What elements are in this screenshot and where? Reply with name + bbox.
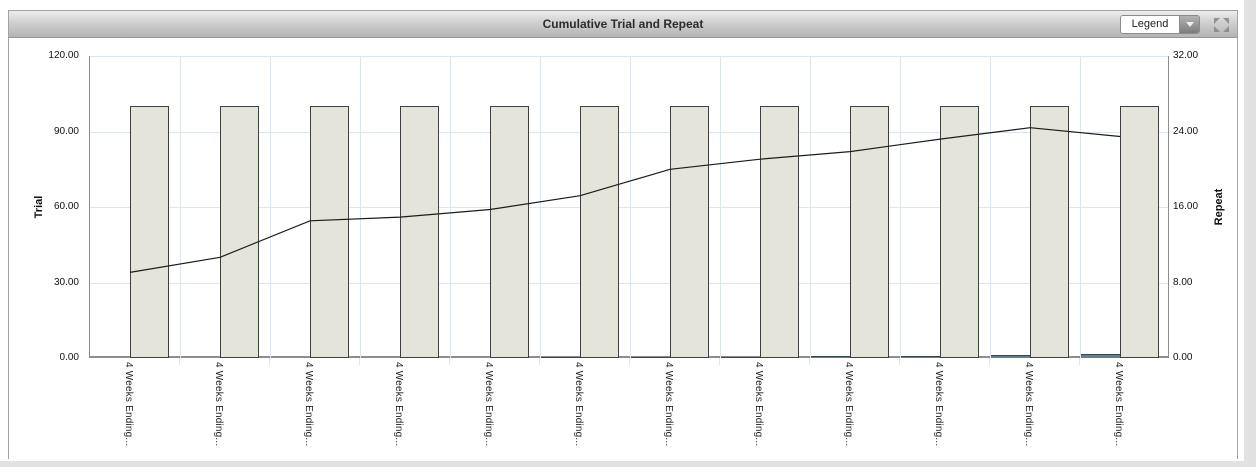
v-gridline-stub xyxy=(629,358,630,365)
v-gridline-stub xyxy=(539,358,540,365)
v-gridline xyxy=(630,56,631,358)
trial-bar[interactable] xyxy=(760,106,799,358)
trial-bar[interactable] xyxy=(490,106,529,358)
repeat-bar[interactable] xyxy=(901,356,941,358)
v-gridline xyxy=(540,56,541,358)
axis-tick-label: 24.00 xyxy=(1173,125,1199,137)
titlebar-controls: Legend xyxy=(1120,15,1229,34)
repeat-bar[interactable] xyxy=(541,357,581,358)
v-gridline-stub xyxy=(269,358,270,365)
axis-tick-label: 30.00 xyxy=(53,276,79,288)
axis-tick-label: 120.00 xyxy=(48,50,79,61)
v-gridline xyxy=(180,56,181,358)
v-gridline xyxy=(270,56,271,358)
x-axis-label: 4 Weeks Ending... xyxy=(483,362,494,447)
axis-tick-label: 90.00 xyxy=(53,125,79,137)
category-group xyxy=(990,56,1080,358)
axis-tick-label: 60.00 xyxy=(53,201,79,212)
chart-title: Cumulative Trial and Repeat xyxy=(542,17,704,31)
bar-groups xyxy=(90,56,1170,358)
category-group xyxy=(270,56,360,358)
category-group xyxy=(810,56,900,358)
axis-tick-label: 32.00 xyxy=(1173,50,1199,61)
maximize-icon[interactable] xyxy=(1214,17,1229,32)
v-gridline-stub xyxy=(359,358,360,365)
chevron-down-icon xyxy=(1185,22,1194,27)
trial-bar[interactable] xyxy=(670,106,709,358)
x-axis-label: 4 Weeks Ending... xyxy=(213,362,224,447)
h-gridline xyxy=(90,207,1168,208)
category-group xyxy=(450,56,540,358)
v-gridline xyxy=(900,56,901,358)
page-gutter-bottom xyxy=(0,461,1256,467)
axis-tick-label: 8.00 xyxy=(1173,276,1193,288)
category-group xyxy=(540,56,630,358)
line-series xyxy=(129,127,1121,273)
repeat-bar[interactable] xyxy=(1081,354,1121,358)
x-axis-label: 4 Weeks Ending... xyxy=(933,362,944,447)
v-gridline xyxy=(1080,56,1081,358)
x-axis-label: 4 Weeks Ending... xyxy=(573,362,584,447)
v-gridline xyxy=(450,56,451,358)
x-axis-label: 4 Weeks Ending... xyxy=(1113,362,1124,447)
chart-titlebar: Cumulative Trial and Repeat Legend xyxy=(9,11,1237,38)
v-gridline xyxy=(990,56,991,358)
h-gridline xyxy=(90,131,1168,133)
plot-area xyxy=(89,56,1169,358)
axis-tick-label: 16.00 xyxy=(1173,201,1199,212)
repeat-bar[interactable] xyxy=(991,355,1031,358)
x-axis-label: 4 Weeks Ending... xyxy=(753,362,764,447)
h-gridline xyxy=(90,282,1168,284)
v-gridline-stub xyxy=(1079,358,1080,365)
trial-bar[interactable] xyxy=(1120,106,1159,358)
category-group xyxy=(720,56,810,358)
v-gridline-stub xyxy=(719,358,720,365)
v-gridline-stub xyxy=(449,358,450,365)
h-gridline xyxy=(90,56,1168,57)
category-group xyxy=(900,56,990,358)
trial-bar[interactable] xyxy=(220,106,259,358)
chart-panel: Cumulative Trial and Repeat Legend Trial… xyxy=(8,10,1238,459)
trial-bar[interactable] xyxy=(580,106,619,358)
right-axis-ticks: 32.00 24.00 16.00 8.00 0.00 xyxy=(1172,50,1222,363)
repeat-bar[interactable] xyxy=(811,356,851,358)
v-gridline xyxy=(360,56,361,358)
left-axis-ticks: 120.00 90.00 60.00 30.00 0.00 xyxy=(29,50,81,363)
v-gridline xyxy=(720,56,721,358)
category-group xyxy=(630,56,720,358)
legend-dropdown-button[interactable] xyxy=(1179,16,1199,33)
page-gutter-right xyxy=(1244,0,1256,467)
x-axis-label: 4 Weeks Ending... xyxy=(663,362,674,447)
x-axis-label: 4 Weeks Ending... xyxy=(303,362,314,447)
trial-bar[interactable] xyxy=(310,106,349,358)
trial-bar[interactable] xyxy=(400,106,439,358)
repeat-bar[interactable] xyxy=(631,357,671,358)
legend-dropdown[interactable]: Legend xyxy=(1120,15,1200,34)
trial-bar[interactable] xyxy=(1030,106,1069,358)
category-group xyxy=(360,56,450,358)
x-axis-label: 4 Weeks Ending... xyxy=(123,362,134,447)
trial-bar[interactable] xyxy=(130,106,169,358)
v-gridline-stub xyxy=(809,358,810,365)
axis-tick-label: 0.00 xyxy=(59,352,79,363)
axis-tick-label: 0.00 xyxy=(1173,352,1193,363)
category-group xyxy=(180,56,270,358)
repeat-bar[interactable] xyxy=(721,357,761,358)
chart-area: Trial Repeat 120.00 90.00 60.00 30.00 0.00 3… xyxy=(9,38,1237,459)
trial-bar[interactable] xyxy=(940,106,979,358)
x-axis-labels: 4 Weeks Ending... 4 Weeks Ending... 4 Week… xyxy=(89,358,1169,458)
category-group xyxy=(90,56,180,358)
v-gridline-stub xyxy=(989,358,990,365)
v-gridline xyxy=(810,56,811,358)
x-axis-label: 4 Weeks Ending... xyxy=(393,362,404,447)
x-axis-label: 4 Weeks Ending... xyxy=(843,362,854,447)
category-group xyxy=(1080,56,1170,358)
trial-bar[interactable] xyxy=(850,106,889,358)
trend-line[interactable] xyxy=(129,127,1121,273)
v-gridline-stub xyxy=(179,358,180,365)
legend-dropdown-label: Legend xyxy=(1121,16,1179,33)
v-gridline-stub xyxy=(899,358,900,365)
x-axis-label: 4 Weeks Ending... xyxy=(1023,362,1034,447)
